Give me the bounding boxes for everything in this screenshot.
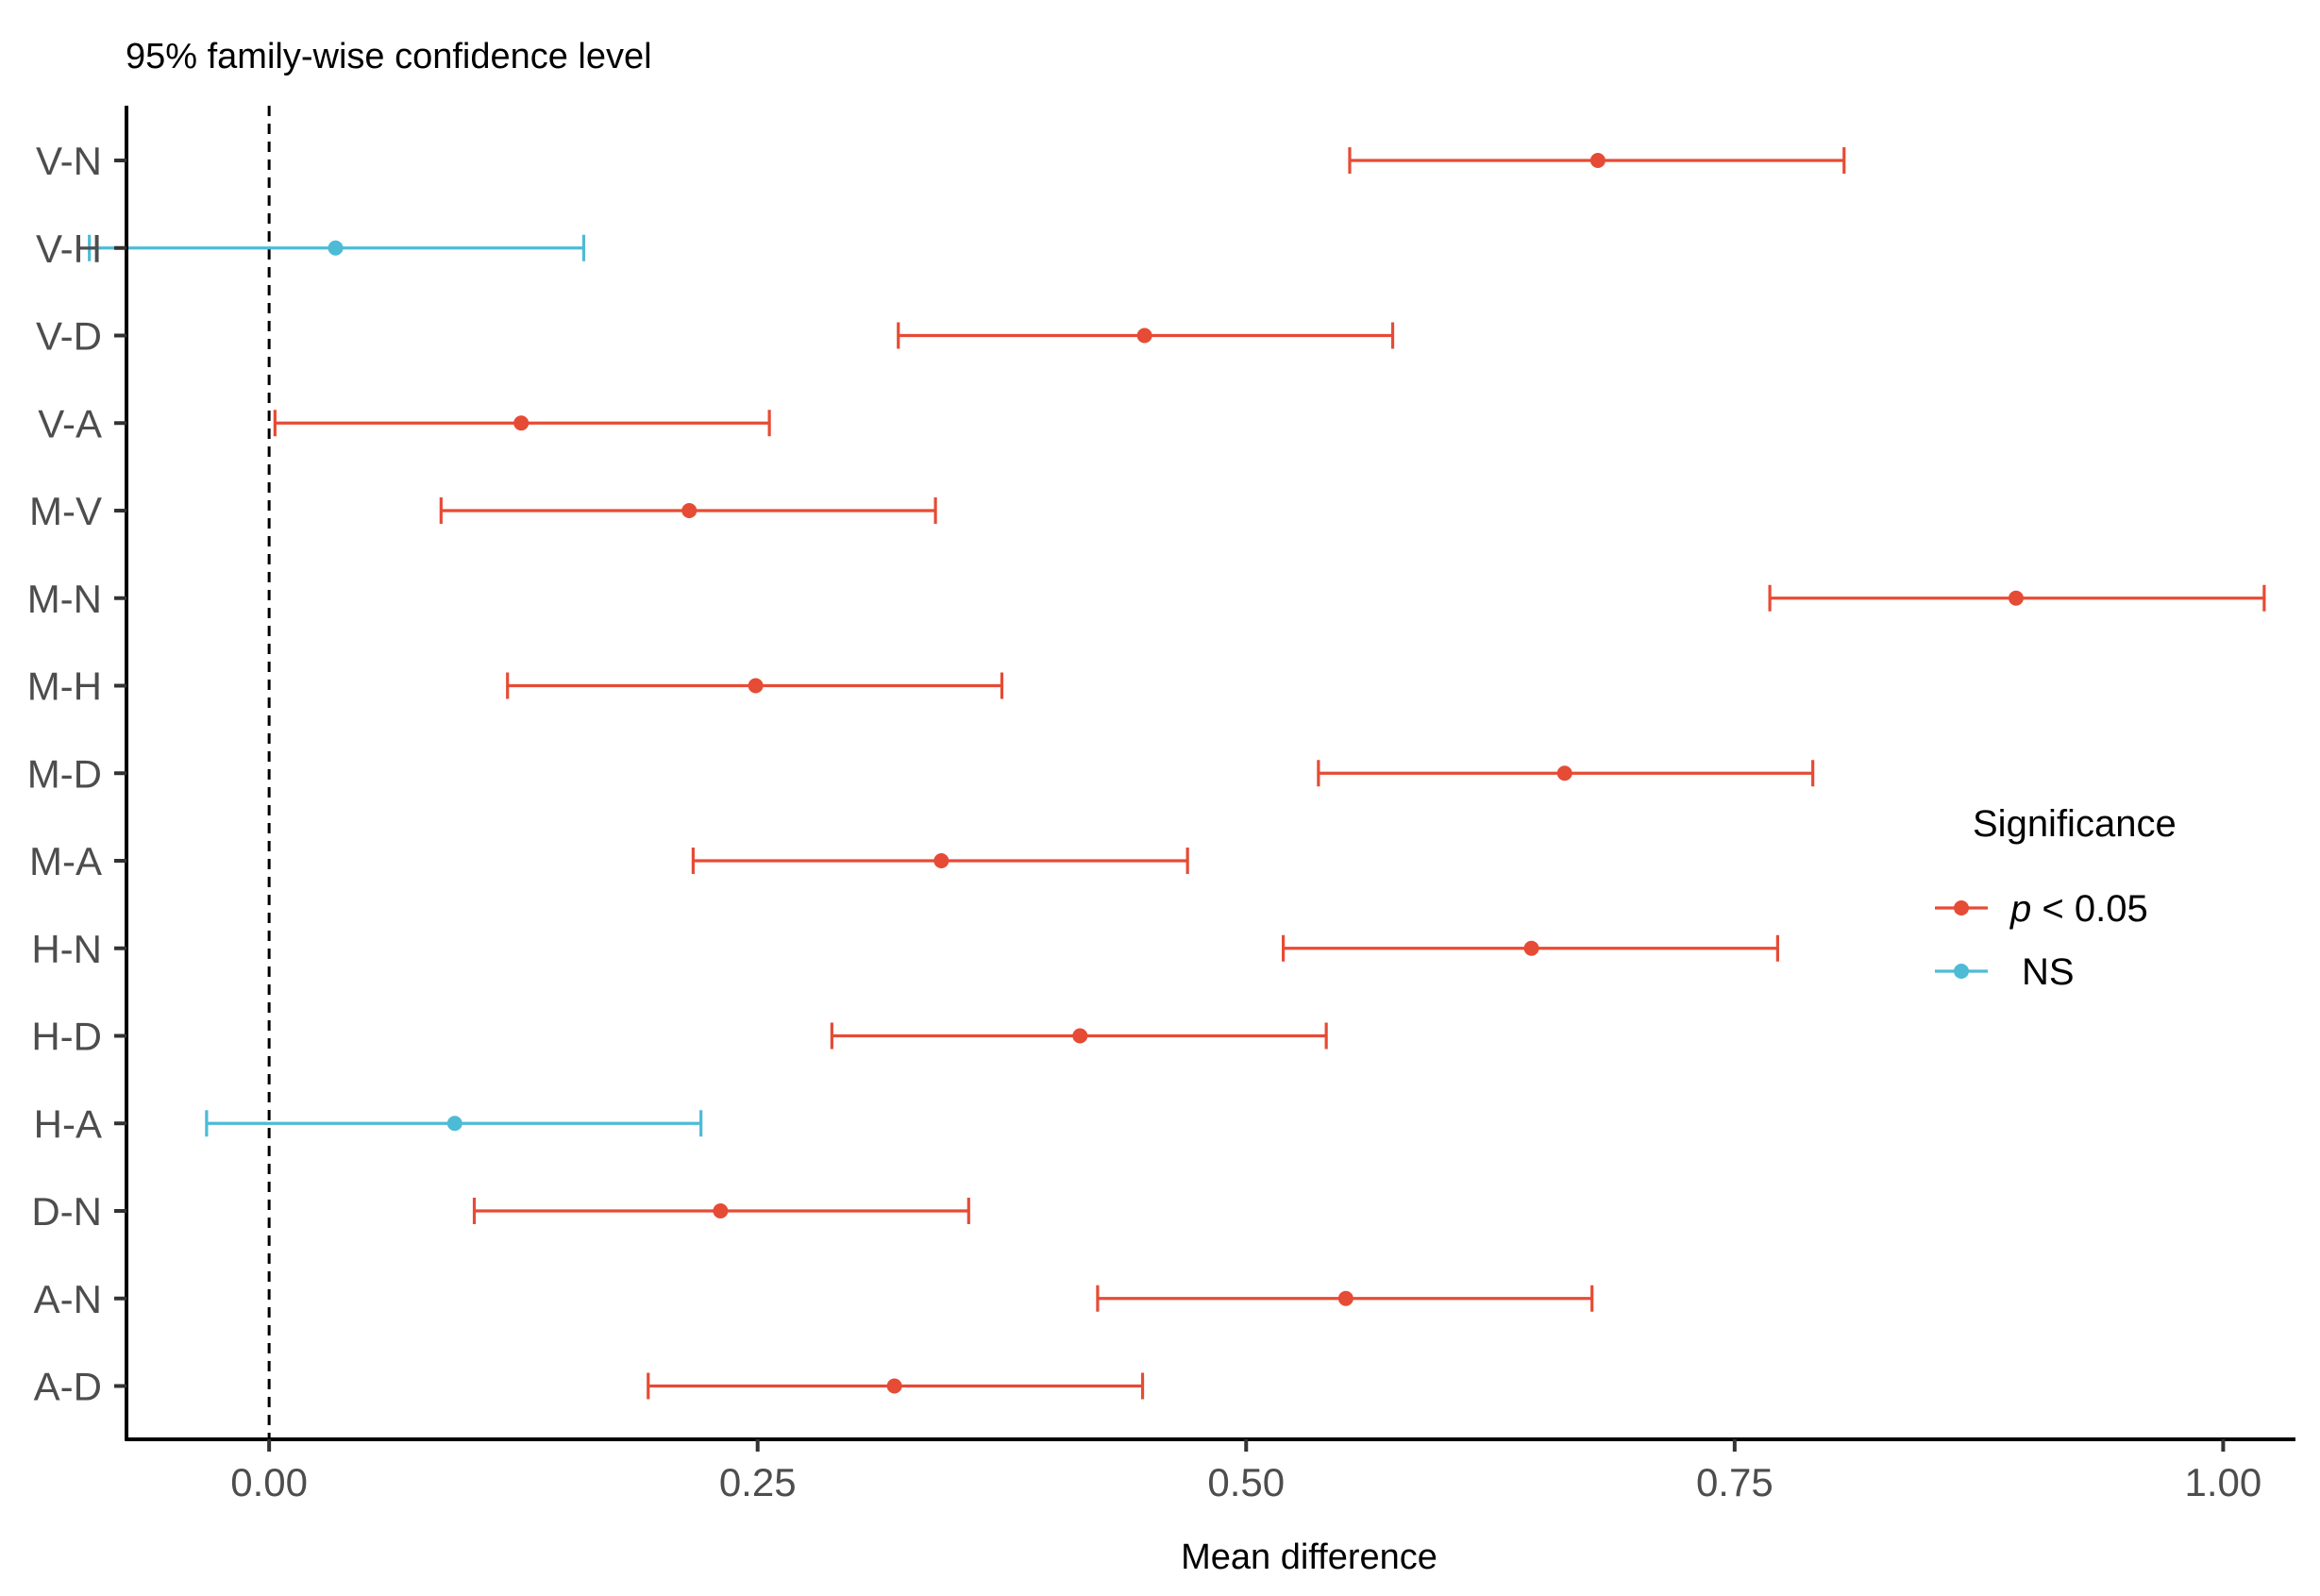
x-axis-title: Mean difference [1181, 1537, 1437, 1577]
mean-difference-point [886, 1378, 902, 1394]
errorbar-a-n [1096, 1285, 1594, 1312]
mean-difference-point [2008, 590, 2024, 606]
y-tick-label: H-D [31, 1015, 102, 1059]
mean-difference-point [1072, 1028, 1088, 1044]
mean-difference-point [1337, 1290, 1353, 1306]
errorbar-h-a [205, 1110, 703, 1137]
x-tick-label: 0.75 [1696, 1460, 1774, 1504]
y-tick-label: M-N [27, 577, 102, 621]
legend-label: NS [2022, 951, 2075, 993]
axes: V-N V-H V-D V-A M-V M-N M-H M-D M-A H-N H-D H-A D-N A… [27, 106, 2295, 1504]
mean-difference-point [513, 415, 530, 431]
y-tick-label: M-H [27, 664, 102, 709]
y-tick-label: M-A [29, 839, 102, 883]
mean-difference-point [748, 678, 764, 694]
y-tick-label: M-V [29, 489, 102, 533]
mean-difference-point [1523, 940, 1539, 956]
errorbar-m-h [506, 672, 1004, 699]
errorbar-v-h [88, 234, 586, 261]
mean-difference-point [1136, 328, 1152, 344]
legend-title: Significance [1973, 803, 2177, 845]
errorbar-h-d [830, 1022, 1328, 1050]
errorbar-h-n [1281, 934, 1779, 962]
y-tick-label: M-D [27, 751, 102, 796]
y-tick-label: V-H [36, 227, 102, 271]
errorbar-a-d [647, 1372, 1145, 1400]
errorbar-v-d [897, 322, 1395, 349]
legend-key-point [1954, 964, 1969, 979]
legend-item-ns: NS [1935, 951, 2075, 993]
x-tick-label: 1.00 [2185, 1460, 2262, 1504]
y-tick-label: V-A [38, 401, 102, 445]
legend: Significance p < 0.05 NS [1935, 803, 2177, 993]
mean-difference-point [446, 1116, 462, 1132]
x-tick-label: 0.25 [719, 1460, 797, 1504]
errorbar-m-v [439, 497, 937, 524]
plot-area [88, 106, 2266, 1439]
errorbar-m-a [691, 848, 1189, 874]
legend-key-point [1954, 900, 1969, 916]
errorbar-m-n [1768, 584, 2266, 612]
y-tick-label: H-A [34, 1101, 102, 1146]
mean-difference-point [933, 853, 950, 868]
errorbar-m-d [1317, 760, 1815, 787]
mean-difference-point [1556, 765, 1572, 781]
legend-label: p < 0.05 [2009, 888, 2148, 930]
mean-difference-point [1589, 153, 1606, 168]
errorbar-v-a [273, 410, 771, 437]
y-tick-label: D-N [31, 1189, 102, 1234]
legend-items: p < 0.05 NS [1935, 888, 2148, 993]
x-tick-label: 0.00 [230, 1460, 308, 1504]
mean-difference-point [713, 1203, 729, 1218]
mean-difference-point [328, 240, 344, 256]
errorbar-v-n [1348, 147, 1846, 174]
chart-title: 95% family-wise confidence level [126, 37, 652, 76]
y-tick-label: H-N [31, 927, 102, 971]
mean-difference-point [681, 503, 698, 518]
legend-item-significant: p < 0.05 [1935, 888, 2148, 930]
y-tick-label: A-N [34, 1277, 102, 1321]
x-tick-label: 0.50 [1207, 1460, 1285, 1504]
y-tick-label: A-D [34, 1365, 102, 1409]
y-tick-label: V-D [36, 314, 102, 359]
y-tick-label: V-N [36, 139, 102, 183]
errorbar-d-n [472, 1198, 970, 1224]
